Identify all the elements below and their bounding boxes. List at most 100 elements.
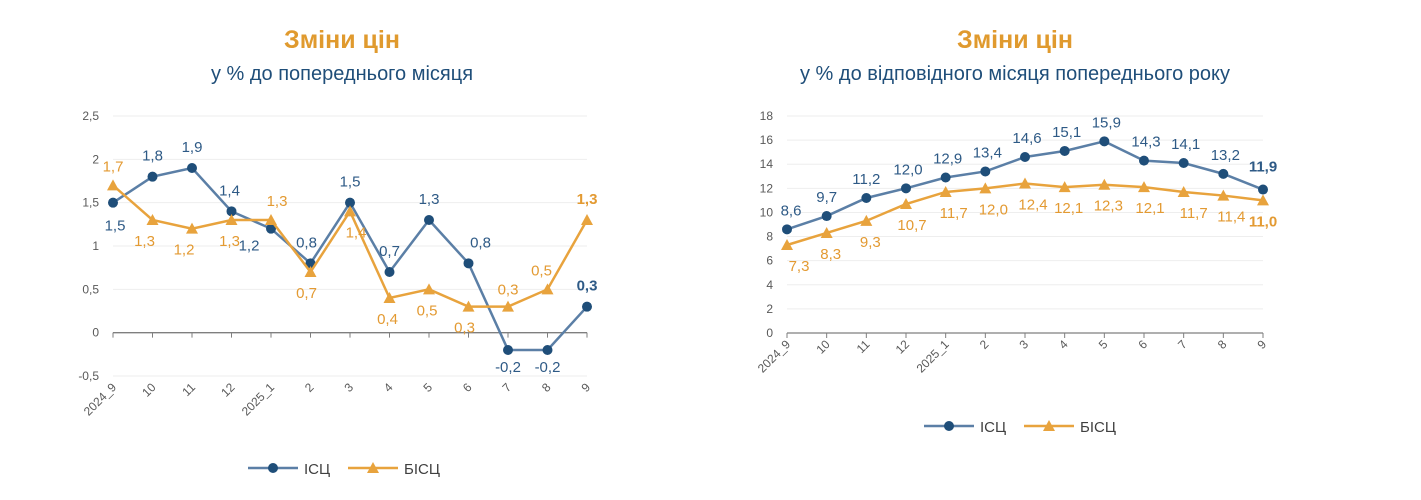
y-tick-label: 1 [92,239,99,253]
bisc-point [423,283,435,295]
chart2-subtitle: у % до відповідного місяця попереднього … [800,63,1230,85]
data-label: 1,5 [105,218,126,235]
data-label: 10,7 [897,217,926,234]
y-tick-label: 0 [766,326,773,340]
x-tick-label: 6 [1135,337,1150,352]
isc-point [861,192,872,203]
bisc-point [146,214,159,225]
data-label: 11,0 [1249,213,1277,230]
data-label: 9,7 [816,189,837,206]
legend-bisc-marker [367,462,379,473]
bisc-point [820,226,833,238]
isc-point [1218,168,1229,179]
data-label: 0,4 [377,311,398,328]
data-label: 1,3 [577,191,598,208]
x-tick-label: 2025_1 [239,380,277,418]
y-tick-label: 2,5 [82,109,99,123]
bisc-point [107,179,119,191]
data-label: 15,9 [1092,114,1121,131]
isc-point [266,223,276,234]
isc-point [821,211,832,222]
bisc-point [541,283,554,295]
isc-point [305,258,316,269]
x-tick-label: 10 [139,380,159,400]
data-label: 1,3 [134,233,155,250]
data-label: 12,0 [979,201,1008,218]
y-tick-label: 2 [92,152,99,166]
legend-isc-label: ІСЦ [304,461,330,478]
bisc-point [265,214,277,225]
bisc-point [1257,194,1269,206]
data-label: 13,2 [1211,147,1240,164]
data-label: 15,1 [1052,124,1081,141]
isc-point [940,172,951,183]
legend-bisc-label: БІСЦ [1080,419,1116,436]
isc-point [980,166,991,177]
x-tick-label: 5 [1096,337,1111,352]
y-tick-label: 14 [760,157,774,171]
data-label: 1,3 [219,233,240,250]
data-label: 1,9 [182,139,203,156]
x-tick-label: 3 [341,380,356,395]
y-tick-label: 16 [760,133,774,147]
data-label: 12,4 [1018,197,1047,214]
y-tick-label: 12 [760,181,774,195]
data-label: 1,8 [142,148,163,165]
isc-point [1059,145,1070,156]
x-tick-label: 2024_9 [755,337,793,375]
x-tick-label: 6 [460,380,475,395]
data-label: 11,7 [940,205,968,222]
x-tick-label: 12 [893,337,913,357]
isc-point [187,163,197,173]
y-tick-label: 1,5 [82,196,99,210]
bisc-point [1019,177,1031,189]
chart1-title: Зміни цін [284,26,400,54]
data-label: 1,4 [219,182,240,199]
data-label: 14,1 [1171,136,1200,153]
isc-point [1020,151,1030,162]
data-label: -0,2 [535,359,561,376]
bisc-point [581,214,593,225]
isc-point [901,183,911,194]
x-tick-label: 2024_9 [81,380,119,418]
bisc-point [1217,189,1230,201]
data-label: 0,3 [454,320,475,337]
y-tick-label: 0,5 [82,282,99,296]
y-tick-label: 8 [766,230,773,244]
x-tick-label: 5 [420,380,435,395]
data-label: 12,1 [1135,200,1164,217]
y-tick-label: 6 [766,254,773,268]
bisc-point [462,300,475,312]
data-label: 0,8 [296,234,317,251]
data-label: 11,9 [1249,159,1277,176]
x-tick-label: 10 [813,337,833,357]
isc-point [1258,184,1268,195]
data-label: 1,3 [267,193,288,210]
data-label: 1,2 [174,242,195,259]
y-tick-label: 0 [92,326,99,340]
data-label: 11,2 [852,171,880,188]
data-label: 0,8 [470,234,491,251]
data-label: 12,3 [1094,198,1123,215]
y-tick-label: 10 [760,205,774,219]
bisc-point [1098,178,1111,190]
legend-isc-label: ІСЦ [980,419,1006,436]
x-tick-label: 3 [1016,337,1031,352]
chart1-subtitle: у % до попереднього місяця [210,63,474,85]
data-label: 8,6 [781,202,802,219]
bisc-point [900,198,912,210]
x-tick-label: 4 [381,380,396,395]
x-tick-label: 7 [1175,337,1190,352]
bisc-point [186,222,198,234]
data-label: 1,7 [103,158,124,175]
bisc-point [1058,181,1071,193]
bisc-point [860,214,873,226]
y-tick-label: -0,5 [78,369,99,383]
bisc-point [939,185,952,197]
isc-point [384,267,395,277]
data-label: 13,4 [973,144,1002,161]
bisc-point [383,292,396,303]
bisc-point [304,266,317,277]
y-tick-label: 2 [766,302,773,316]
